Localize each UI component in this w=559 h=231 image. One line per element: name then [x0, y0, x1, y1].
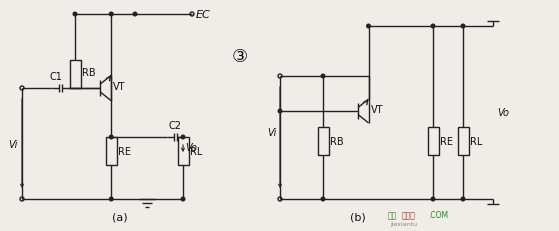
Text: VT: VT	[113, 82, 126, 92]
Bar	[428, 128, 438, 155]
Text: .COM: .COM	[428, 211, 448, 219]
Text: RE: RE	[440, 137, 453, 146]
Text: VT: VT	[371, 105, 383, 115]
Circle shape	[321, 197, 325, 201]
Text: Vo: Vo	[185, 142, 197, 152]
Text: ③: ③	[232, 48, 248, 66]
Text: jiexiantu: jiexiantu	[390, 222, 417, 227]
Circle shape	[461, 25, 465, 29]
Text: C1: C1	[50, 72, 63, 82]
Text: C2: C2	[168, 121, 182, 131]
Text: (b): (b)	[350, 212, 366, 222]
Bar	[178, 137, 188, 165]
Circle shape	[181, 197, 185, 201]
Circle shape	[110, 197, 113, 201]
Text: Vi: Vi	[268, 128, 277, 138]
Circle shape	[461, 197, 465, 201]
Text: RL: RL	[190, 146, 202, 156]
Circle shape	[181, 136, 185, 139]
Text: 电工: 电工	[388, 211, 397, 219]
Circle shape	[431, 197, 435, 201]
Circle shape	[431, 25, 435, 29]
Bar	[69, 61, 80, 89]
Text: (a): (a)	[112, 212, 128, 222]
Bar	[106, 137, 117, 165]
Text: RL: RL	[470, 137, 482, 146]
Text: RB: RB	[82, 68, 96, 78]
Text: 接线图: 接线图	[402, 211, 416, 219]
Circle shape	[278, 110, 282, 113]
Circle shape	[73, 13, 77, 17]
Text: RB: RB	[330, 137, 344, 146]
Text: RE: RE	[119, 146, 131, 156]
Text: Vi: Vi	[8, 139, 18, 149]
Circle shape	[110, 13, 113, 17]
Circle shape	[321, 75, 325, 79]
Text: Vo: Vo	[497, 108, 509, 118]
Text: EC: EC	[196, 10, 211, 20]
Circle shape	[110, 136, 113, 139]
Bar	[318, 128, 329, 155]
Circle shape	[133, 13, 137, 17]
Circle shape	[367, 25, 370, 29]
Bar	[457, 128, 468, 155]
